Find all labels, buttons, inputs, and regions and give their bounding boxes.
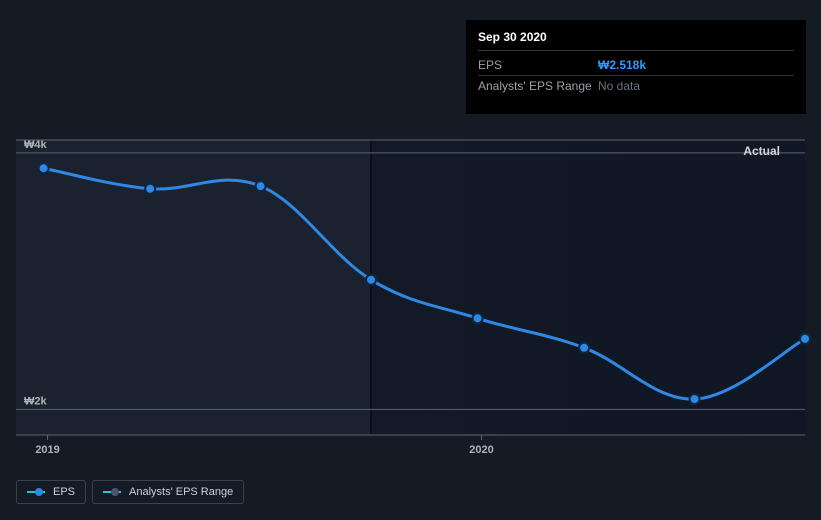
legend-label: Analysts' EPS Range bbox=[129, 486, 233, 498]
tooltip-eps-value: ₩2.518k bbox=[598, 56, 646, 74]
legend-item[interactable]: EPS bbox=[16, 480, 86, 504]
svg-text:₩2k: ₩2k bbox=[24, 395, 48, 407]
svg-text:2019: 2019 bbox=[35, 444, 59, 456]
legend-swatch-icon bbox=[27, 487, 45, 497]
chart-tooltip: Sep 30 2020 EPS ₩2.518k Analysts' EPS Ra… bbox=[466, 20, 806, 114]
legend-swatch-icon bbox=[103, 487, 121, 497]
chart-container: ₩4k ₩2k 2019 2020 Actual Sep 30 2020 EPS ₩2.… bbox=[0, 0, 821, 520]
chart-legend: EPS Analysts' EPS Range bbox=[16, 480, 244, 504]
legend-item[interactable]: Analysts' EPS Range bbox=[92, 480, 244, 504]
tooltip-date: Sep 30 2020 bbox=[478, 28, 794, 51]
svg-text:2020: 2020 bbox=[469, 444, 493, 456]
legend-label: EPS bbox=[53, 486, 75, 498]
svg-text:Actual: Actual bbox=[743, 144, 780, 158]
tooltip-eps-label: EPS bbox=[478, 56, 598, 74]
tooltip-range-value: No data bbox=[598, 77, 640, 95]
tooltip-row-eps: EPS ₩2.518k bbox=[478, 55, 794, 76]
svg-text:₩4k: ₩4k bbox=[24, 139, 48, 151]
tooltip-range-label: Analysts' EPS Range bbox=[478, 77, 598, 95]
tooltip-row-range: Analysts' EPS Range No data bbox=[478, 76, 794, 96]
